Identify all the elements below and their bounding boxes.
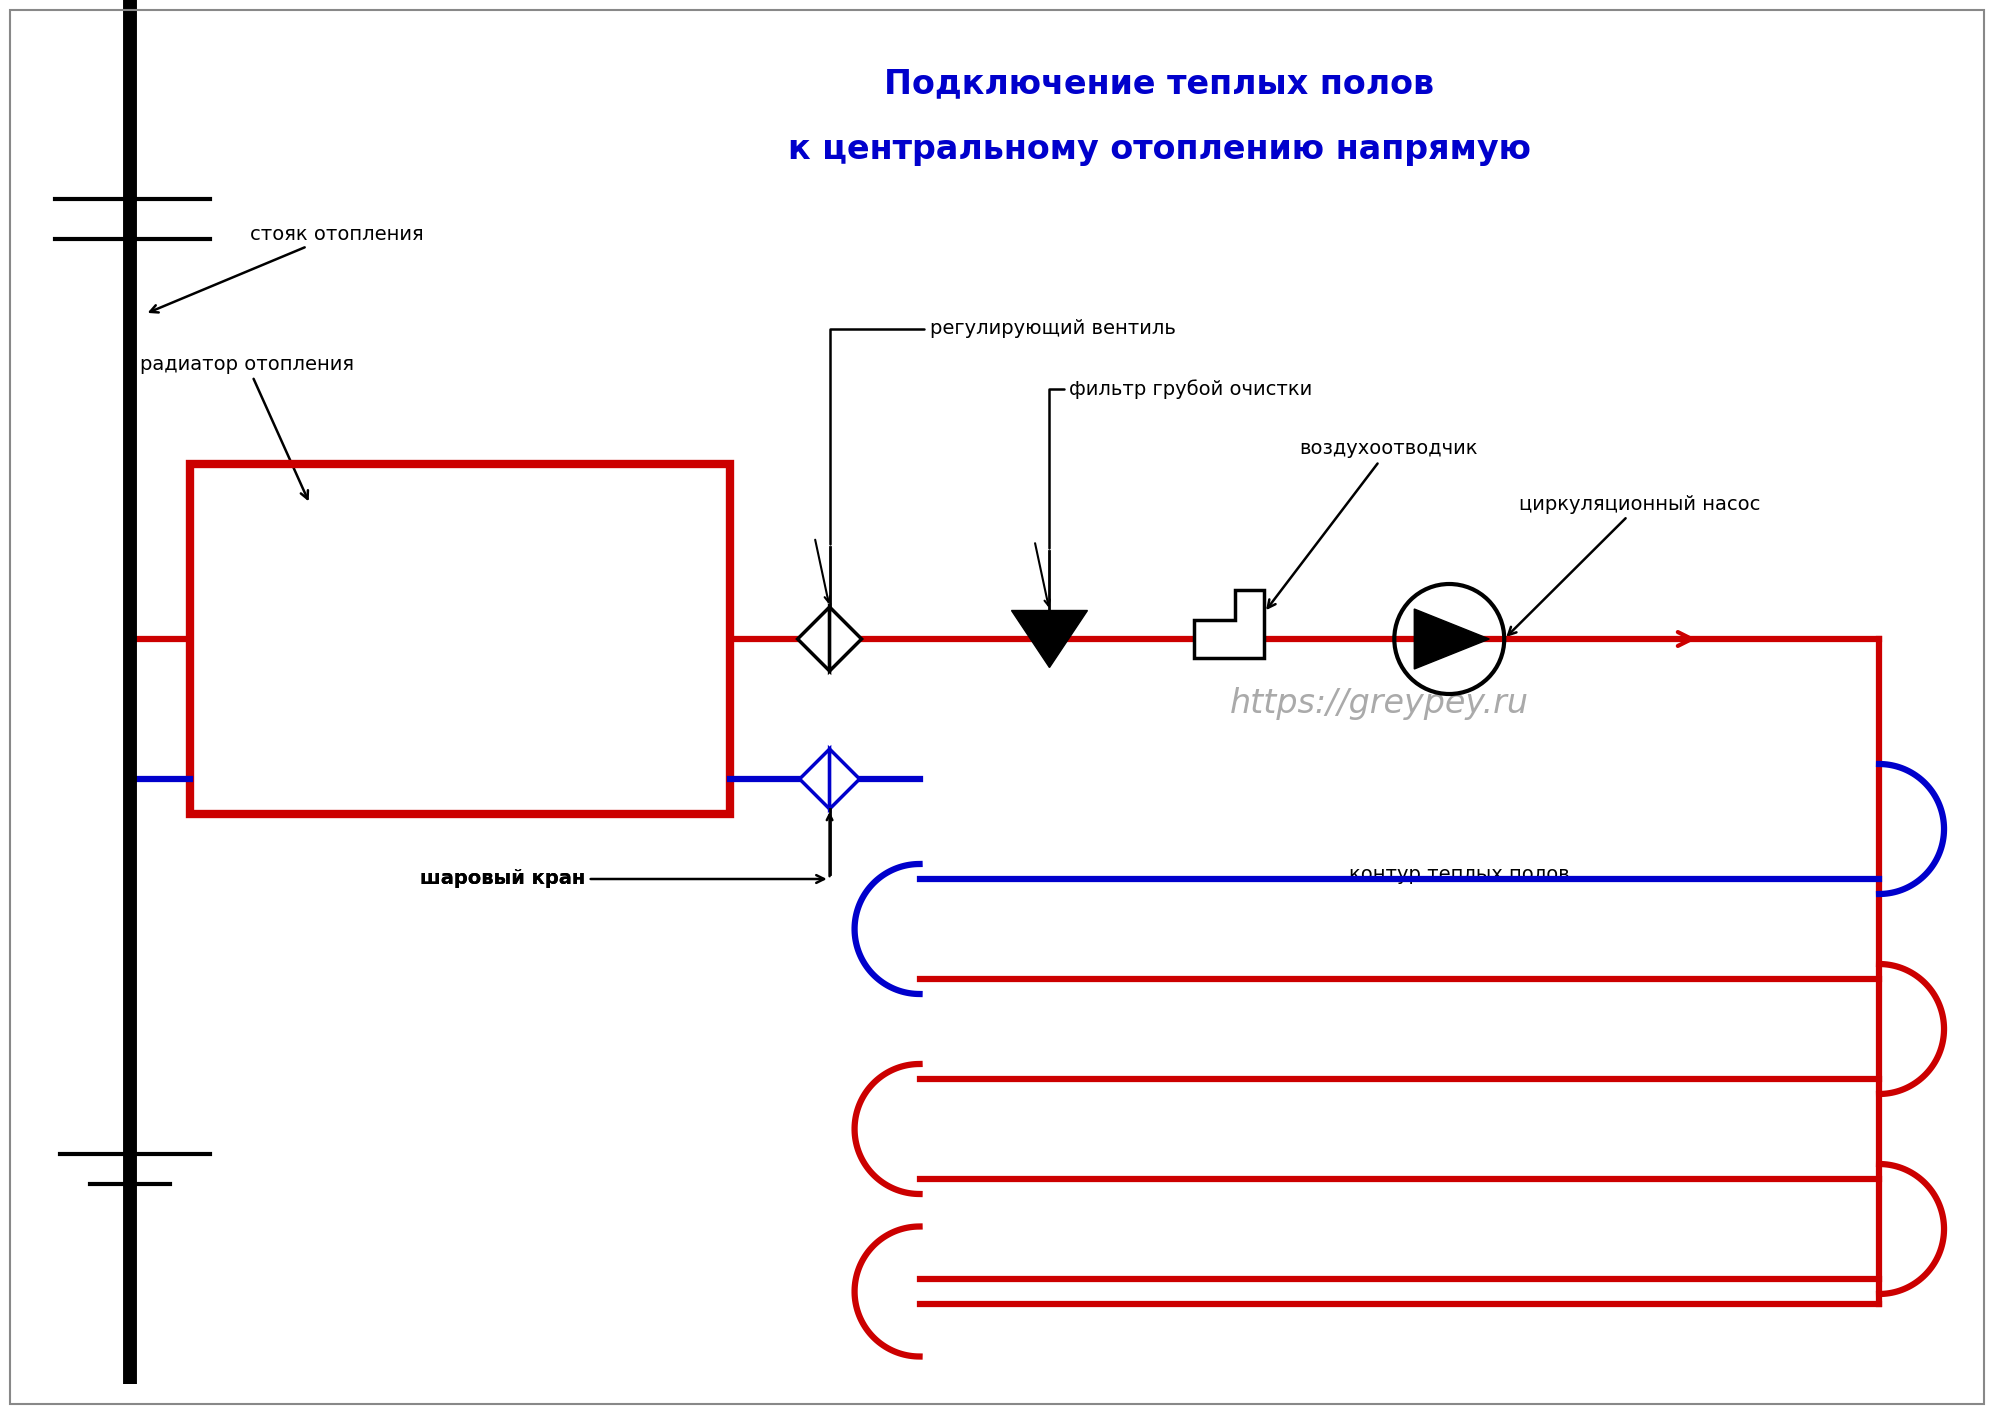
Text: циркуляционный насос: циркуляционный насос — [1506, 495, 1760, 635]
Polygon shape — [829, 607, 861, 672]
Text: радиатор отопления: радиатор отопления — [140, 355, 354, 499]
Text: фильтр грубой очистки: фильтр грубой очистки — [1049, 379, 1313, 547]
Text: https://greypey.ru: https://greypey.ru — [1229, 687, 1528, 721]
Polygon shape — [1011, 611, 1087, 667]
Text: стояк отопления: стояк отопления — [150, 225, 424, 312]
Polygon shape — [797, 607, 829, 672]
Polygon shape — [1415, 609, 1489, 669]
Text: Подключение теплых полов: Подключение теплых полов — [883, 68, 1435, 100]
Text: регулирующий вентиль: регулирующий вентиль — [829, 320, 1175, 544]
Polygon shape — [799, 749, 829, 809]
Polygon shape — [1195, 590, 1265, 658]
Bar — [190, 464, 729, 814]
Polygon shape — [829, 749, 859, 809]
Text: воздухоотводчик: воздухоотводчик — [1267, 440, 1477, 608]
Text: к центральному отоплению напрямую: к центральному отоплению напрямую — [787, 133, 1530, 165]
Bar — [190, 464, 729, 814]
Text: контур теплых полов: контур теплых полов — [1349, 864, 1568, 884]
Text: шаровый кран: шаровый кран — [420, 870, 585, 888]
Text: шаровый кран: шаровый кран — [420, 870, 823, 888]
